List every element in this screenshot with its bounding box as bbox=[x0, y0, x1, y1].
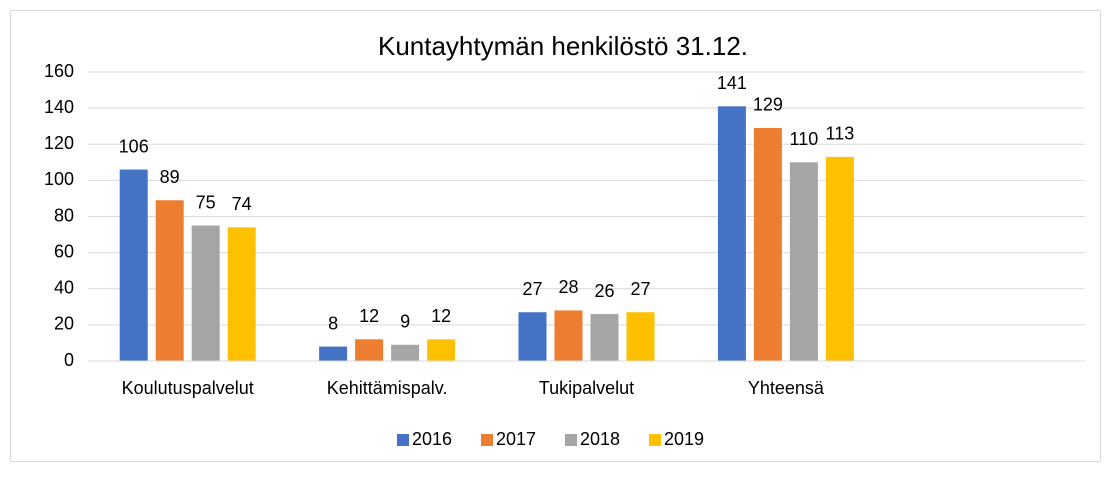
legend-label: 2016 bbox=[412, 429, 452, 449]
y-tick-label: 100 bbox=[44, 169, 74, 189]
x-tick-label: Yhteensä bbox=[748, 378, 825, 398]
data-label: 8 bbox=[328, 313, 338, 333]
data-label: 106 bbox=[119, 136, 149, 156]
bar bbox=[319, 346, 348, 361]
bar bbox=[155, 200, 184, 361]
bar bbox=[518, 312, 547, 361]
legend-swatch bbox=[397, 434, 409, 446]
data-label: 27 bbox=[522, 279, 542, 299]
x-tick-label: Tukipalvelut bbox=[539, 378, 634, 398]
y-tick-label: 80 bbox=[54, 205, 74, 225]
bar bbox=[355, 339, 384, 361]
data-label: 141 bbox=[717, 73, 747, 93]
bar bbox=[789, 162, 818, 361]
bar bbox=[191, 225, 220, 361]
data-label: 12 bbox=[359, 306, 379, 326]
data-label: 12 bbox=[431, 306, 451, 326]
y-tick-label: 0 bbox=[64, 350, 74, 370]
y-tick-label: 160 bbox=[44, 61, 74, 81]
y-tick-label: 120 bbox=[44, 133, 74, 153]
data-label: 9 bbox=[400, 311, 410, 331]
y-tick-label: 60 bbox=[54, 241, 74, 261]
bar bbox=[825, 156, 854, 361]
x-tick-label: Koulutuspalvelut bbox=[122, 378, 254, 398]
data-label: 27 bbox=[630, 279, 650, 299]
bar bbox=[427, 339, 456, 361]
data-label: 28 bbox=[558, 277, 578, 297]
bar bbox=[753, 127, 782, 362]
bar bbox=[590, 314, 619, 361]
bar bbox=[119, 169, 148, 361]
y-tick-label: 140 bbox=[44, 97, 74, 117]
data-label: 129 bbox=[753, 95, 783, 115]
legend-label: 2018 bbox=[580, 429, 620, 449]
chart-title: Kuntayhtymän henkilöstö 31.12. bbox=[378, 31, 748, 61]
data-label: 74 bbox=[232, 194, 252, 214]
bar bbox=[554, 310, 583, 361]
legend-swatch bbox=[481, 434, 493, 446]
bar bbox=[391, 344, 420, 361]
data-label: 110 bbox=[790, 129, 819, 149]
data-label: 26 bbox=[594, 281, 614, 301]
data-label: 89 bbox=[160, 167, 180, 187]
x-tick-label: Kehittämispalv. bbox=[327, 378, 448, 398]
bar bbox=[227, 227, 256, 361]
y-tick-label: 20 bbox=[54, 314, 74, 334]
legend-label: 2019 bbox=[664, 429, 704, 449]
y-tick-label: 40 bbox=[54, 278, 74, 298]
bar bbox=[626, 312, 655, 361]
data-label: 113 bbox=[826, 124, 855, 144]
data-label: 75 bbox=[196, 192, 216, 212]
legend-label: 2017 bbox=[496, 429, 536, 449]
bar bbox=[717, 106, 746, 361]
legend-swatch bbox=[649, 434, 661, 446]
legend-swatch bbox=[565, 434, 577, 446]
